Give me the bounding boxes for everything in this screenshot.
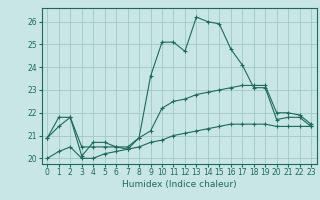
X-axis label: Humidex (Indice chaleur): Humidex (Indice chaleur): [122, 180, 236, 189]
